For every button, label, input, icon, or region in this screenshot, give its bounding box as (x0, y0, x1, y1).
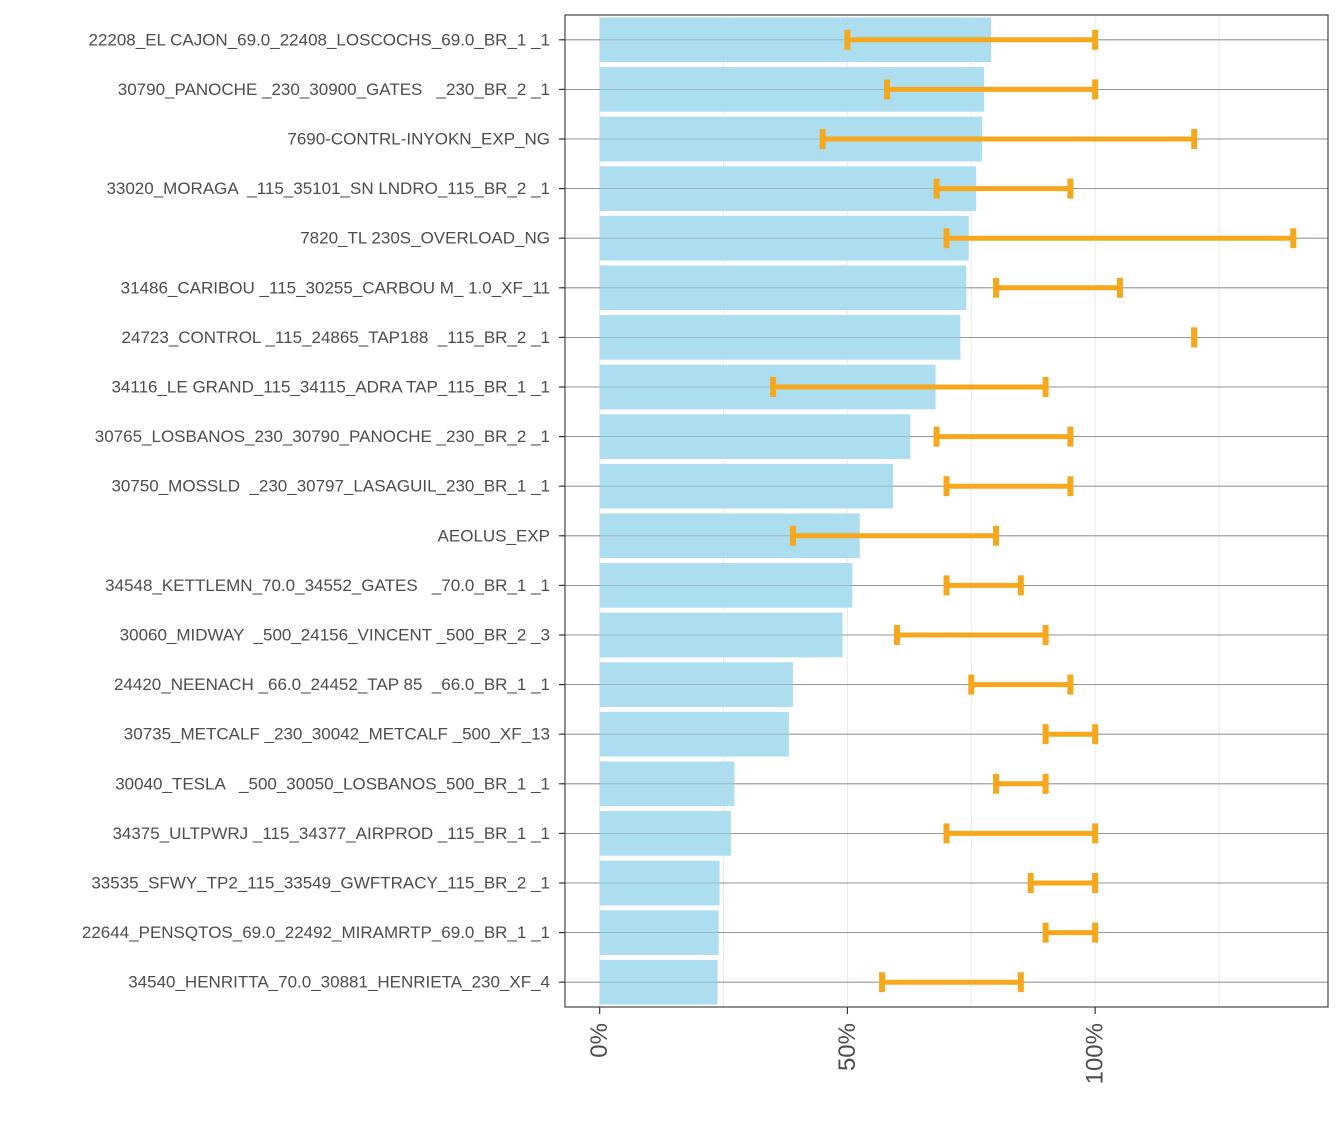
category-label-12: 30060_MIDWAY _500_24156_VINCENT _500_BR_… (120, 626, 550, 645)
error-bar-4 (943, 228, 1297, 249)
error-bars (770, 29, 1297, 993)
category-label-18: 22644_PENSQTOS_69.0_22492_MIRAMRTP_69.0_… (82, 923, 550, 942)
category-label-2: 7690-CONTRL-INYOKN_EXP_NG (287, 130, 550, 149)
category-label-19: 34540_HENRITTA_70.0_30881_HENRIETA_230_X… (128, 973, 550, 992)
plot-background (565, 15, 1328, 1007)
category-label-10: AEOLUS_EXP (438, 526, 550, 545)
category-label-16: 34375_ULTPWRJ _115_34377_AIRPROD _115_BR… (112, 824, 550, 843)
category-label-13: 24420_NEENACH _66.0_24452_TAP 85 _66.0_B… (114, 675, 550, 694)
error-bar-8 (933, 426, 1074, 447)
error-bar-2 (819, 129, 1198, 149)
error-bar-11 (943, 575, 1024, 596)
category-label-8: 30765_LOSBANOS_230_30790_PANOCHE _230_BR… (95, 427, 550, 446)
error-bar-9 (943, 476, 1074, 497)
error-bar-5 (993, 277, 1123, 298)
category-label-9: 30750_MOSSLD _230_30797_LASAGUIL_230_BR_… (111, 477, 550, 496)
category-label-3: 33020_MORAGA _115_35101_SN LNDRO_115_BR_… (106, 179, 550, 198)
error-bar-14 (1042, 724, 1099, 745)
category-label-4: 7820_TL 230S_OVERLOAD_NG (300, 229, 550, 248)
x-tick-label-2: 100% (1082, 1023, 1109, 1084)
error-bar-1 (884, 79, 1099, 100)
category-label-15: 30040_TESLA _500_30050_LOSBANOS_500_BR_1… (115, 774, 550, 793)
error-bar-10 (789, 525, 1000, 546)
category-label-5: 31486_CARIBOU _115_30255_CARBOU M_ 1.0_X… (121, 278, 550, 297)
category-label-1: 30790_PANOCHE _230_30900_GATES _230_BR_2… (118, 80, 550, 99)
bars (565, 17, 1328, 1005)
error-bar-12 (893, 625, 1049, 645)
error-bar-13 (968, 674, 1074, 695)
error-bar-15 (993, 773, 1049, 794)
category-label-14: 30735_METCALF _230_30042_METCALF _500_XF… (124, 725, 550, 744)
plot-border (564, 14, 1329, 1008)
category-label-6: 24723_CONTROL _115_24865_TAP188 _115_BR_… (122, 328, 550, 347)
x-axis: 0% 50% 100% (586, 1007, 1109, 1084)
category-label-17: 33535_SFWY_TP2_115_33549_GWFTRACY_115_BR… (91, 874, 550, 893)
category-label-7: 34116_LE GRAND_115_34115_ADRA TAP_115_BR… (111, 378, 550, 397)
error-bar-16 (943, 823, 1099, 844)
error-bar-18 (1042, 922, 1099, 943)
error-bar-0 (844, 29, 1099, 50)
error-bar-3 (933, 178, 1074, 199)
category-label-11: 34548_KETTLEMN_70.0_34552_GATES _70.0_BR… (105, 576, 550, 595)
x-tick-label-0: 0% (586, 1023, 613, 1058)
error-bar-19 (879, 972, 1024, 993)
y-axis: 22208_EL CAJON_69.0_22408_LOSCOCHS_69.0_… (82, 30, 565, 992)
error-bar-7 (770, 377, 1049, 397)
x-tick-label-1: 50% (834, 1023, 861, 1071)
category-label-0: 22208_EL CAJON_69.0_22408_LOSCOCHS_69.0_… (88, 30, 550, 49)
error-bar-17 (1027, 873, 1099, 893)
